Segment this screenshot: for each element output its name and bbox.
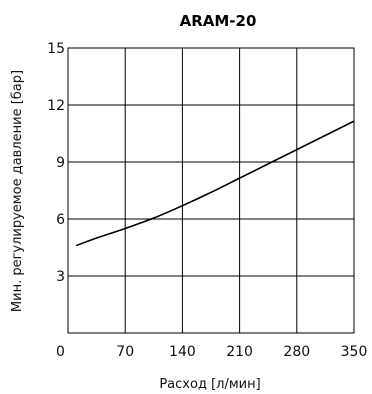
x-tick-label: 0: [56, 344, 65, 360]
x-tick-label: 70: [116, 344, 134, 360]
y-tick-label: 6: [56, 212, 65, 228]
plot-frame: [67, 47, 355, 334]
y-tick-label: 12: [47, 98, 65, 114]
x-tick-label: 140: [169, 344, 196, 360]
series-group: [75, 120, 355, 247]
chart-title: ARAM-20: [180, 12, 257, 30]
x-axis-label: Расход [л/мин]: [159, 377, 260, 392]
x-tick-labels: 0 70 140 210 280 350: [56, 344, 367, 360]
y-tick-label: 15: [47, 41, 65, 57]
y-axis-label: Мин. регулируемое давление [бар]: [10, 70, 25, 312]
x-tick-label: 280: [283, 344, 310, 360]
y-tick-label: 9: [56, 155, 65, 171]
x-tick-label: 210: [226, 344, 253, 360]
series-line: [75, 120, 355, 247]
y-tick-labels: 3 6 9 12 15: [47, 41, 65, 285]
y-tick-label: 3: [56, 269, 65, 285]
x-tick-label: 350: [341, 344, 368, 360]
grid: [68, 48, 354, 333]
